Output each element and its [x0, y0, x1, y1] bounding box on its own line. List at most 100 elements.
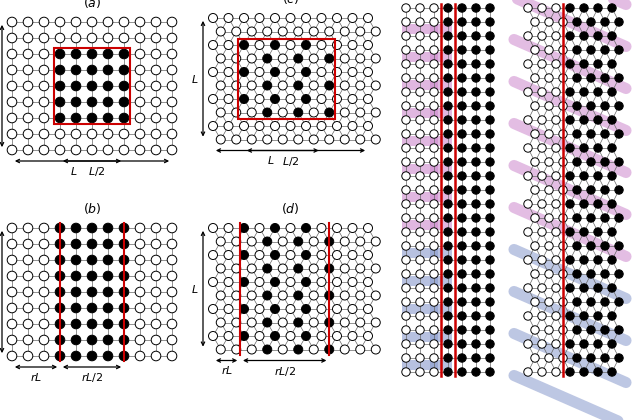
Circle shape: [119, 223, 129, 233]
Circle shape: [7, 145, 17, 155]
Circle shape: [119, 65, 129, 75]
Circle shape: [402, 270, 410, 278]
Circle shape: [71, 223, 81, 233]
Circle shape: [333, 121, 342, 131]
Circle shape: [7, 335, 17, 345]
Circle shape: [247, 108, 256, 117]
Circle shape: [216, 318, 225, 327]
Bar: [430, 136, 452, 146]
Circle shape: [23, 17, 33, 27]
Circle shape: [324, 135, 333, 144]
Circle shape: [7, 287, 17, 297]
Circle shape: [538, 4, 546, 12]
Circle shape: [209, 223, 218, 233]
Circle shape: [39, 319, 49, 329]
Circle shape: [472, 256, 480, 264]
Circle shape: [317, 121, 326, 131]
Text: $(c)$: $(c)$: [282, 0, 300, 6]
Circle shape: [601, 158, 609, 166]
Circle shape: [486, 256, 494, 264]
Circle shape: [524, 228, 532, 236]
Circle shape: [151, 271, 161, 281]
Circle shape: [71, 49, 81, 59]
Circle shape: [23, 335, 33, 345]
Bar: [54, 48, 131, 124]
Circle shape: [356, 54, 365, 63]
Circle shape: [472, 172, 480, 180]
Circle shape: [263, 345, 272, 354]
Circle shape: [7, 255, 17, 265]
Circle shape: [23, 81, 33, 91]
Circle shape: [472, 60, 480, 68]
Circle shape: [444, 158, 452, 166]
Circle shape: [552, 116, 560, 124]
Circle shape: [486, 158, 494, 166]
Circle shape: [324, 318, 333, 327]
Circle shape: [430, 186, 438, 194]
Circle shape: [119, 255, 129, 265]
Circle shape: [224, 278, 233, 286]
Circle shape: [416, 172, 424, 180]
Circle shape: [309, 54, 318, 63]
Circle shape: [278, 54, 287, 63]
Circle shape: [402, 144, 410, 152]
Circle shape: [324, 27, 333, 36]
Circle shape: [239, 68, 248, 76]
Circle shape: [472, 354, 480, 362]
Circle shape: [458, 60, 466, 68]
Circle shape: [416, 102, 424, 110]
Circle shape: [524, 88, 532, 96]
Circle shape: [55, 97, 65, 107]
Circle shape: [239, 223, 248, 233]
Circle shape: [167, 319, 177, 329]
Circle shape: [301, 68, 310, 76]
Circle shape: [416, 214, 424, 222]
Circle shape: [587, 18, 595, 26]
Circle shape: [552, 284, 560, 292]
Circle shape: [55, 223, 65, 233]
Circle shape: [566, 256, 574, 264]
Circle shape: [39, 81, 49, 91]
Circle shape: [151, 129, 161, 139]
Circle shape: [324, 345, 333, 354]
Circle shape: [216, 108, 225, 117]
Circle shape: [216, 291, 225, 300]
Circle shape: [371, 54, 380, 63]
Circle shape: [531, 158, 540, 166]
Circle shape: [486, 284, 494, 292]
Circle shape: [151, 49, 161, 59]
Circle shape: [545, 354, 553, 362]
Circle shape: [538, 88, 546, 96]
Bar: [238, 39, 335, 118]
Circle shape: [209, 94, 218, 103]
Circle shape: [594, 172, 602, 180]
Circle shape: [472, 298, 480, 306]
Circle shape: [364, 278, 372, 286]
Circle shape: [524, 60, 532, 68]
Circle shape: [538, 116, 546, 124]
Circle shape: [364, 13, 372, 23]
Circle shape: [559, 130, 567, 138]
Circle shape: [524, 32, 532, 40]
Circle shape: [39, 145, 49, 155]
Circle shape: [416, 144, 424, 152]
Circle shape: [232, 237, 241, 246]
Circle shape: [364, 304, 372, 313]
Circle shape: [39, 65, 49, 75]
Circle shape: [580, 228, 588, 236]
Circle shape: [39, 113, 49, 123]
Circle shape: [255, 223, 264, 233]
Circle shape: [71, 255, 81, 265]
Circle shape: [271, 94, 280, 103]
Circle shape: [371, 108, 380, 117]
Circle shape: [559, 46, 567, 54]
Circle shape: [486, 368, 494, 376]
Circle shape: [545, 74, 553, 82]
Circle shape: [486, 186, 494, 194]
Circle shape: [23, 319, 33, 329]
Circle shape: [472, 130, 480, 138]
Circle shape: [39, 255, 49, 265]
Circle shape: [55, 145, 65, 155]
Circle shape: [71, 65, 81, 75]
Circle shape: [444, 88, 452, 96]
